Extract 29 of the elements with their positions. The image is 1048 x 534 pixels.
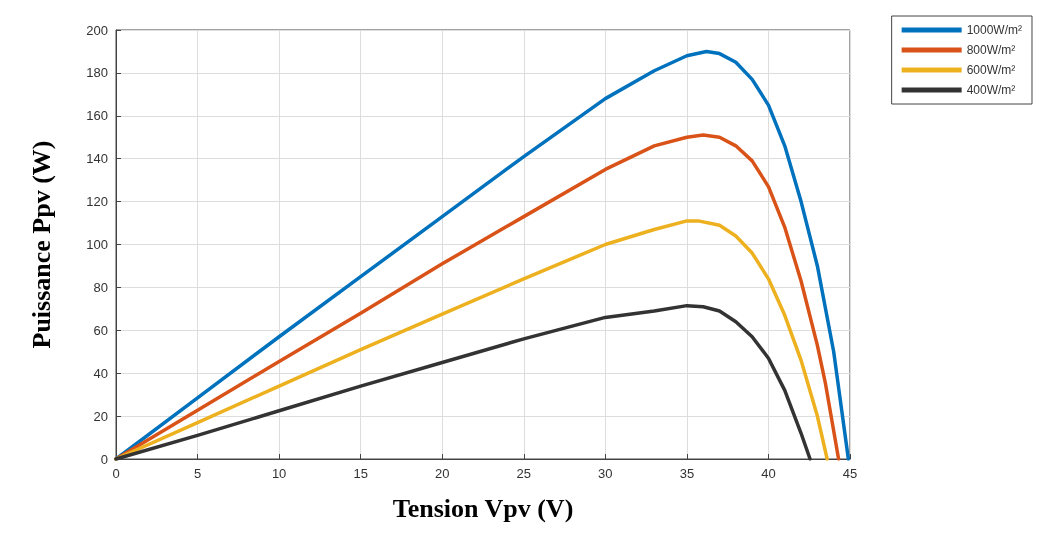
x-tick-label: 35 — [679, 466, 695, 481]
x-tick-label: 15 — [353, 466, 368, 481]
x-tick-label: 5 — [193, 466, 202, 481]
y-tick-label: 60 — [93, 322, 108, 338]
y-tick-label: 140 — [86, 151, 108, 167]
y-axis-title: Puissance Ppv (W) — [26, 140, 56, 349]
y-tick-label: 20 — [93, 408, 108, 424]
y-tick-label: 40 — [93, 365, 108, 381]
x-tick-label: 25 — [516, 466, 532, 481]
y-tick-label: 100 — [86, 237, 108, 252]
y-tick-label: 0 — [100, 451, 108, 467]
x-tick-label: 0 — [112, 466, 120, 481]
x-axis-title: Tension Vpv (V) — [392, 493, 574, 523]
legend-label: 1000W/m² — [966, 23, 1023, 37]
x-tick-label: 45 — [842, 466, 858, 481]
x-tick-label: 30 — [598, 466, 613, 481]
x-tick-label: 20 — [434, 466, 450, 481]
y-tick-label: 80 — [93, 279, 108, 295]
legend-label: 600W/m² — [966, 63, 1016, 77]
y-tick-label: 200 — [86, 22, 108, 38]
x-tick-label: 40 — [761, 466, 776, 481]
legend-label: 400W/m² — [966, 83, 1016, 97]
x-tick-label: 10 — [271, 466, 287, 481]
y-tick-label: 180 — [86, 65, 108, 81]
line-series — [114, 219, 829, 461]
line-series — [114, 303, 812, 461]
y-tick-label: 160 — [86, 108, 108, 124]
legend-label: 800W/m² — [966, 43, 1016, 57]
y-tick-label: 120 — [86, 194, 108, 210]
